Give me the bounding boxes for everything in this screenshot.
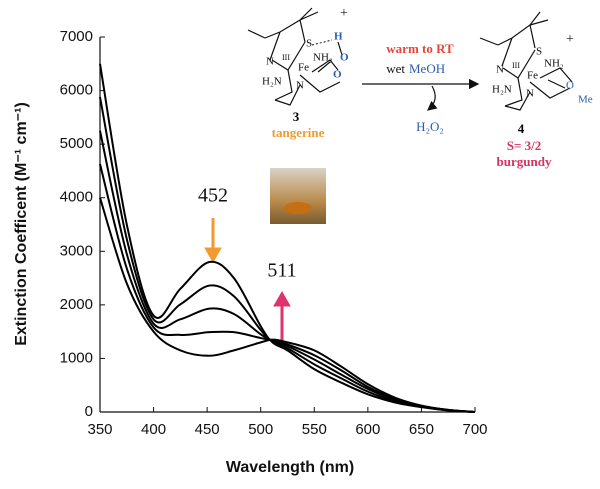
y-tick-label: 4000: [60, 189, 93, 206]
condition: wet: [386, 61, 405, 76]
condition: MeOH: [409, 61, 445, 76]
annotation: 452: [198, 185, 228, 207]
atom: NH₂: [313, 52, 333, 64]
atom: Fe: [527, 70, 538, 82]
y-tick-label: 3000: [60, 242, 93, 259]
atom: H₂N: [492, 84, 512, 96]
atom: III: [512, 61, 520, 70]
atom: O: [340, 52, 349, 64]
x-tick-label: 700: [462, 421, 487, 438]
atom: O: [566, 80, 574, 92]
atom: +: [340, 6, 348, 21]
structure-4: S N III Fe NH₂ O Me H₂N N +: [479, 11, 593, 111]
spectrum-line: [99, 96, 476, 413]
y-tick-label: 5000: [60, 135, 93, 152]
byproduct: H₂O₂: [416, 119, 444, 134]
atom: NH₂: [544, 58, 564, 70]
color-label: tangerine: [272, 125, 325, 140]
side-arrow: [427, 85, 438, 111]
atom: III: [282, 53, 290, 62]
arrow-head: [273, 290, 291, 307]
atom: Fe: [298, 62, 309, 74]
condition: warm to RT: [386, 41, 454, 56]
atom: S: [536, 46, 542, 58]
atom: N: [526, 88, 534, 100]
color-label: burgundy: [497, 154, 552, 169]
x-tick-label: 350: [87, 421, 112, 438]
spectrum-line: [99, 197, 476, 413]
y-axis-label: Extinction Coefficent (M⁻¹ cm⁻¹): [13, 102, 30, 346]
y-tick-label: 2000: [60, 296, 93, 313]
x-tick-label: 650: [409, 421, 434, 438]
photo: [284, 202, 312, 214]
atom: Me: [578, 94, 593, 106]
atom: +: [566, 32, 574, 47]
atom: N: [496, 64, 504, 76]
atom: N: [266, 56, 274, 68]
atom: H: [334, 31, 343, 43]
annotation: 511: [267, 260, 296, 282]
structure-3: S H O O N III Fe NH₂ H₂N N +: [247, 6, 349, 106]
atom: O: [333, 69, 342, 81]
x-tick-label: 450: [195, 421, 220, 438]
y-tick-label: 6000: [60, 82, 93, 99]
y-tick-label: 0: [85, 403, 93, 420]
x-axis-label: Wavelength (nm): [226, 459, 354, 476]
atom: S: [306, 38, 312, 50]
atom: N: [296, 80, 304, 92]
x-tick-label: 400: [141, 421, 166, 438]
compound-label: 4: [518, 121, 525, 136]
x-tick-label: 600: [355, 421, 380, 438]
x-tick-label: 500: [248, 421, 273, 438]
y-tick-label: 7000: [60, 28, 93, 45]
y-tick-label: 1000: [60, 349, 93, 366]
atom: H₂N: [262, 76, 282, 88]
spin-label: S= 3/2: [507, 138, 542, 153]
photo: [270, 168, 326, 224]
spectrum-line: [99, 63, 476, 413]
arrow-head: [204, 247, 222, 264]
compound-label: 3: [293, 109, 300, 124]
x-tick-label: 550: [302, 421, 327, 438]
